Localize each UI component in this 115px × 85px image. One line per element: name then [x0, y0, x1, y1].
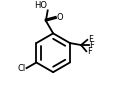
Text: F: F	[89, 41, 94, 50]
Text: O: O	[56, 13, 63, 22]
Text: F: F	[86, 47, 91, 56]
Text: HO: HO	[34, 1, 47, 10]
Text: F: F	[87, 35, 92, 44]
Text: Cl: Cl	[18, 64, 26, 73]
